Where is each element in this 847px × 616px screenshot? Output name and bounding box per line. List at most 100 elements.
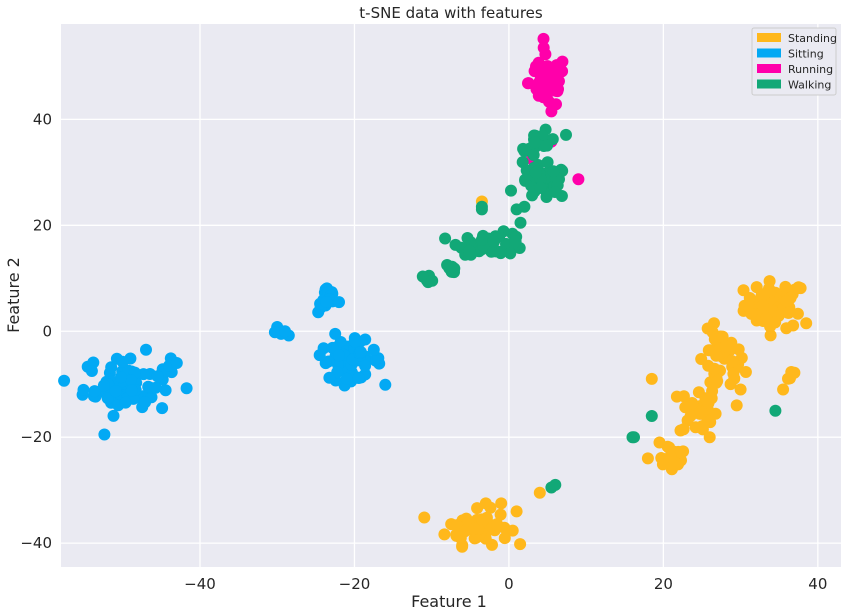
scatter-point-running	[537, 41, 550, 54]
scatter-point-standing	[696, 406, 708, 419]
grid-lines	[61, 24, 841, 567]
scatter-point-sitting	[320, 296, 333, 308]
scatter-point-standing	[438, 528, 451, 541]
scatter-point-standing	[675, 446, 688, 459]
x-tick-label: 20	[654, 575, 673, 593]
scatter-point-sitting	[124, 374, 137, 386]
scatter-point-standing	[745, 307, 758, 320]
scatter-point-standing	[792, 281, 805, 294]
scatter-point-sitting	[268, 326, 281, 339]
scatter-point-walking	[426, 274, 439, 287]
scatter-point-standing	[498, 532, 511, 545]
x-tick-label: 40	[808, 575, 827, 593]
scatter-point-standing	[758, 288, 771, 300]
scatter-point-standing	[730, 399, 743, 412]
scatter-point-walking	[475, 203, 488, 216]
scatter-point-sitting	[115, 371, 127, 384]
scatter-point-sitting	[125, 384, 138, 397]
scatter-point-sitting	[329, 327, 342, 340]
scatter-point-walking	[549, 186, 561, 198]
scatter-point-standing	[506, 524, 519, 537]
legend-label-standing: Standing	[788, 32, 837, 45]
x-tick-label: −40	[184, 575, 216, 593]
scatter-point-sitting	[348, 335, 361, 348]
scatter-point-standing	[701, 322, 714, 335]
scatter-point-standing	[645, 372, 658, 385]
scatter-point-sitting	[170, 357, 183, 369]
x-tick-label: 0	[504, 575, 514, 593]
scatter-point-standing	[491, 518, 503, 531]
scatter-point-walking	[463, 244, 476, 257]
scatter-point-standing	[785, 366, 798, 378]
legend-box	[751, 27, 837, 96]
scatter-point-standing	[670, 390, 683, 403]
scatter-point-sitting	[340, 372, 353, 385]
scatter-point-walking	[504, 247, 517, 260]
scatter-point-standing	[703, 431, 716, 444]
x-tick-label: −20	[339, 575, 371, 593]
scatter-point-sitting	[149, 381, 162, 394]
scatter-point-standing	[695, 353, 708, 365]
scatter-point-sitting	[77, 383, 90, 396]
scatter-point-sitting	[379, 378, 392, 391]
scatter-point-walking	[529, 166, 542, 179]
scatter-point-sitting	[359, 359, 372, 372]
scatter-point-standing	[719, 340, 732, 353]
scatter-point-standing	[653, 436, 666, 449]
scatter-point-sitting	[140, 343, 152, 356]
y-axis-label: Feature 2	[4, 257, 23, 333]
scatter-point-walking	[527, 149, 540, 161]
scatter-point-standing	[510, 505, 523, 518]
x-axis-label: Feature 1	[411, 592, 487, 611]
scatter-point-sitting	[97, 379, 110, 392]
scatter-point-standing	[664, 450, 677, 463]
legend-label-walking: Walking	[788, 79, 831, 92]
scatter-point-standing	[777, 383, 790, 396]
scatter-point-sitting	[139, 396, 152, 409]
scatter-point-standing	[696, 420, 708, 433]
scatter-point-walking	[441, 259, 454, 271]
legend-swatch-walking	[757, 79, 781, 89]
scatter-point-standing	[724, 378, 737, 391]
scatter-point-walking	[461, 232, 474, 244]
scatter-point-walking	[645, 410, 658, 422]
scatter-point-standing	[418, 511, 431, 524]
scatter-point-sitting	[323, 371, 336, 384]
scatter-point-standing	[679, 401, 692, 414]
scatter-point-standing	[699, 392, 712, 405]
scatter-point-walking	[516, 156, 529, 169]
x-axis-ticks: −40 −20 0 20 40	[184, 575, 827, 593]
scatter-point-standing	[737, 284, 750, 297]
scatter-point-walking	[547, 165, 560, 178]
y-tick-label: −40	[20, 534, 52, 552]
y-tick-label: 40	[33, 110, 52, 128]
scatter-point-walking	[475, 233, 488, 246]
scatter-point-standing	[750, 281, 763, 294]
scatter-point-standing	[479, 497, 492, 510]
scatter-point-walking	[518, 145, 531, 158]
scatter-point-standing	[656, 458, 669, 471]
scatter-point-walking	[487, 235, 500, 248]
scatter-point-sitting	[156, 402, 169, 415]
scatter-point-standing	[734, 383, 747, 396]
scatter-point-standing	[739, 366, 752, 378]
scatter-point-standing	[468, 522, 481, 535]
scatter-point-standing	[780, 295, 793, 308]
scatter-point-sitting	[279, 325, 291, 338]
chart-title: t-SNE data with features	[359, 4, 543, 22]
scatter-point-standing	[779, 280, 792, 293]
scatter-point-sitting	[367, 343, 380, 356]
scatter-point-walking	[540, 139, 553, 152]
scatter-point-running	[530, 60, 542, 73]
scatter-point-standing	[763, 275, 776, 288]
scatter-point-sitting	[159, 384, 172, 397]
legend: Standing Sitting Running Walking	[751, 27, 837, 96]
legend-swatch-running	[757, 64, 781, 73]
scatter-point-standing	[677, 423, 690, 436]
scatter-point-sitting	[58, 374, 71, 387]
scatter-point-walking	[439, 232, 452, 245]
scatter-point-standing	[781, 306, 794, 319]
y-tick-label: 20	[33, 216, 52, 234]
scatter-point-standing	[780, 322, 793, 335]
